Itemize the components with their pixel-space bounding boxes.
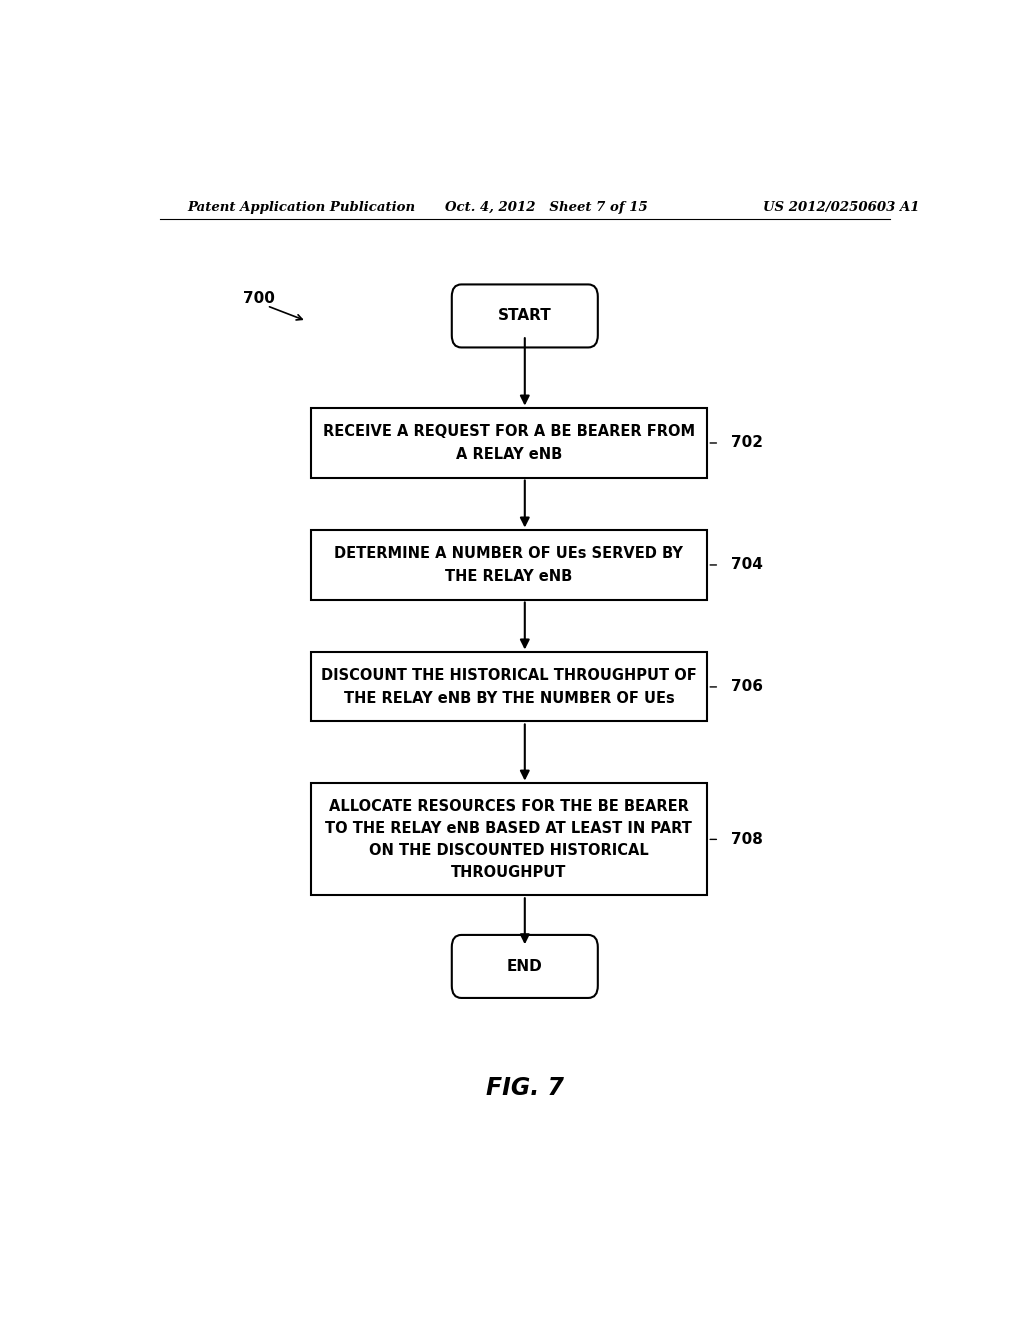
Text: ALLOCATE RESOURCES FOR THE BE BEARER
TO THE RELAY eNB BASED AT LEAST IN PART
ON : ALLOCATE RESOURCES FOR THE BE BEARER TO … [326,799,692,880]
FancyBboxPatch shape [310,408,708,478]
Text: US 2012/0250603 A1: US 2012/0250603 A1 [763,201,920,214]
Text: DETERMINE A NUMBER OF UEs SERVED BY
THE RELAY eNB: DETERMINE A NUMBER OF UEs SERVED BY THE … [335,546,683,583]
Text: 706: 706 [731,680,763,694]
Text: END: END [507,958,543,974]
FancyBboxPatch shape [310,652,708,722]
Text: RECEIVE A REQUEST FOR A BE BEARER FROM
A RELAY eNB: RECEIVE A REQUEST FOR A BE BEARER FROM A… [323,425,695,462]
Text: 708: 708 [731,832,763,847]
Text: 700: 700 [243,292,275,306]
Text: DISCOUNT THE HISTORICAL THROUGHPUT OF
THE RELAY eNB BY THE NUMBER OF UEs: DISCOUNT THE HISTORICAL THROUGHPUT OF TH… [322,668,696,705]
Text: START: START [498,309,552,323]
Text: 702: 702 [731,436,763,450]
FancyBboxPatch shape [310,784,708,895]
FancyBboxPatch shape [452,284,598,347]
Text: FIG. 7: FIG. 7 [485,1076,564,1101]
FancyBboxPatch shape [452,935,598,998]
Text: Oct. 4, 2012   Sheet 7 of 15: Oct. 4, 2012 Sheet 7 of 15 [445,201,648,214]
Text: 704: 704 [731,557,763,573]
Text: Patent Application Publication: Patent Application Publication [187,201,416,214]
FancyBboxPatch shape [310,531,708,599]
